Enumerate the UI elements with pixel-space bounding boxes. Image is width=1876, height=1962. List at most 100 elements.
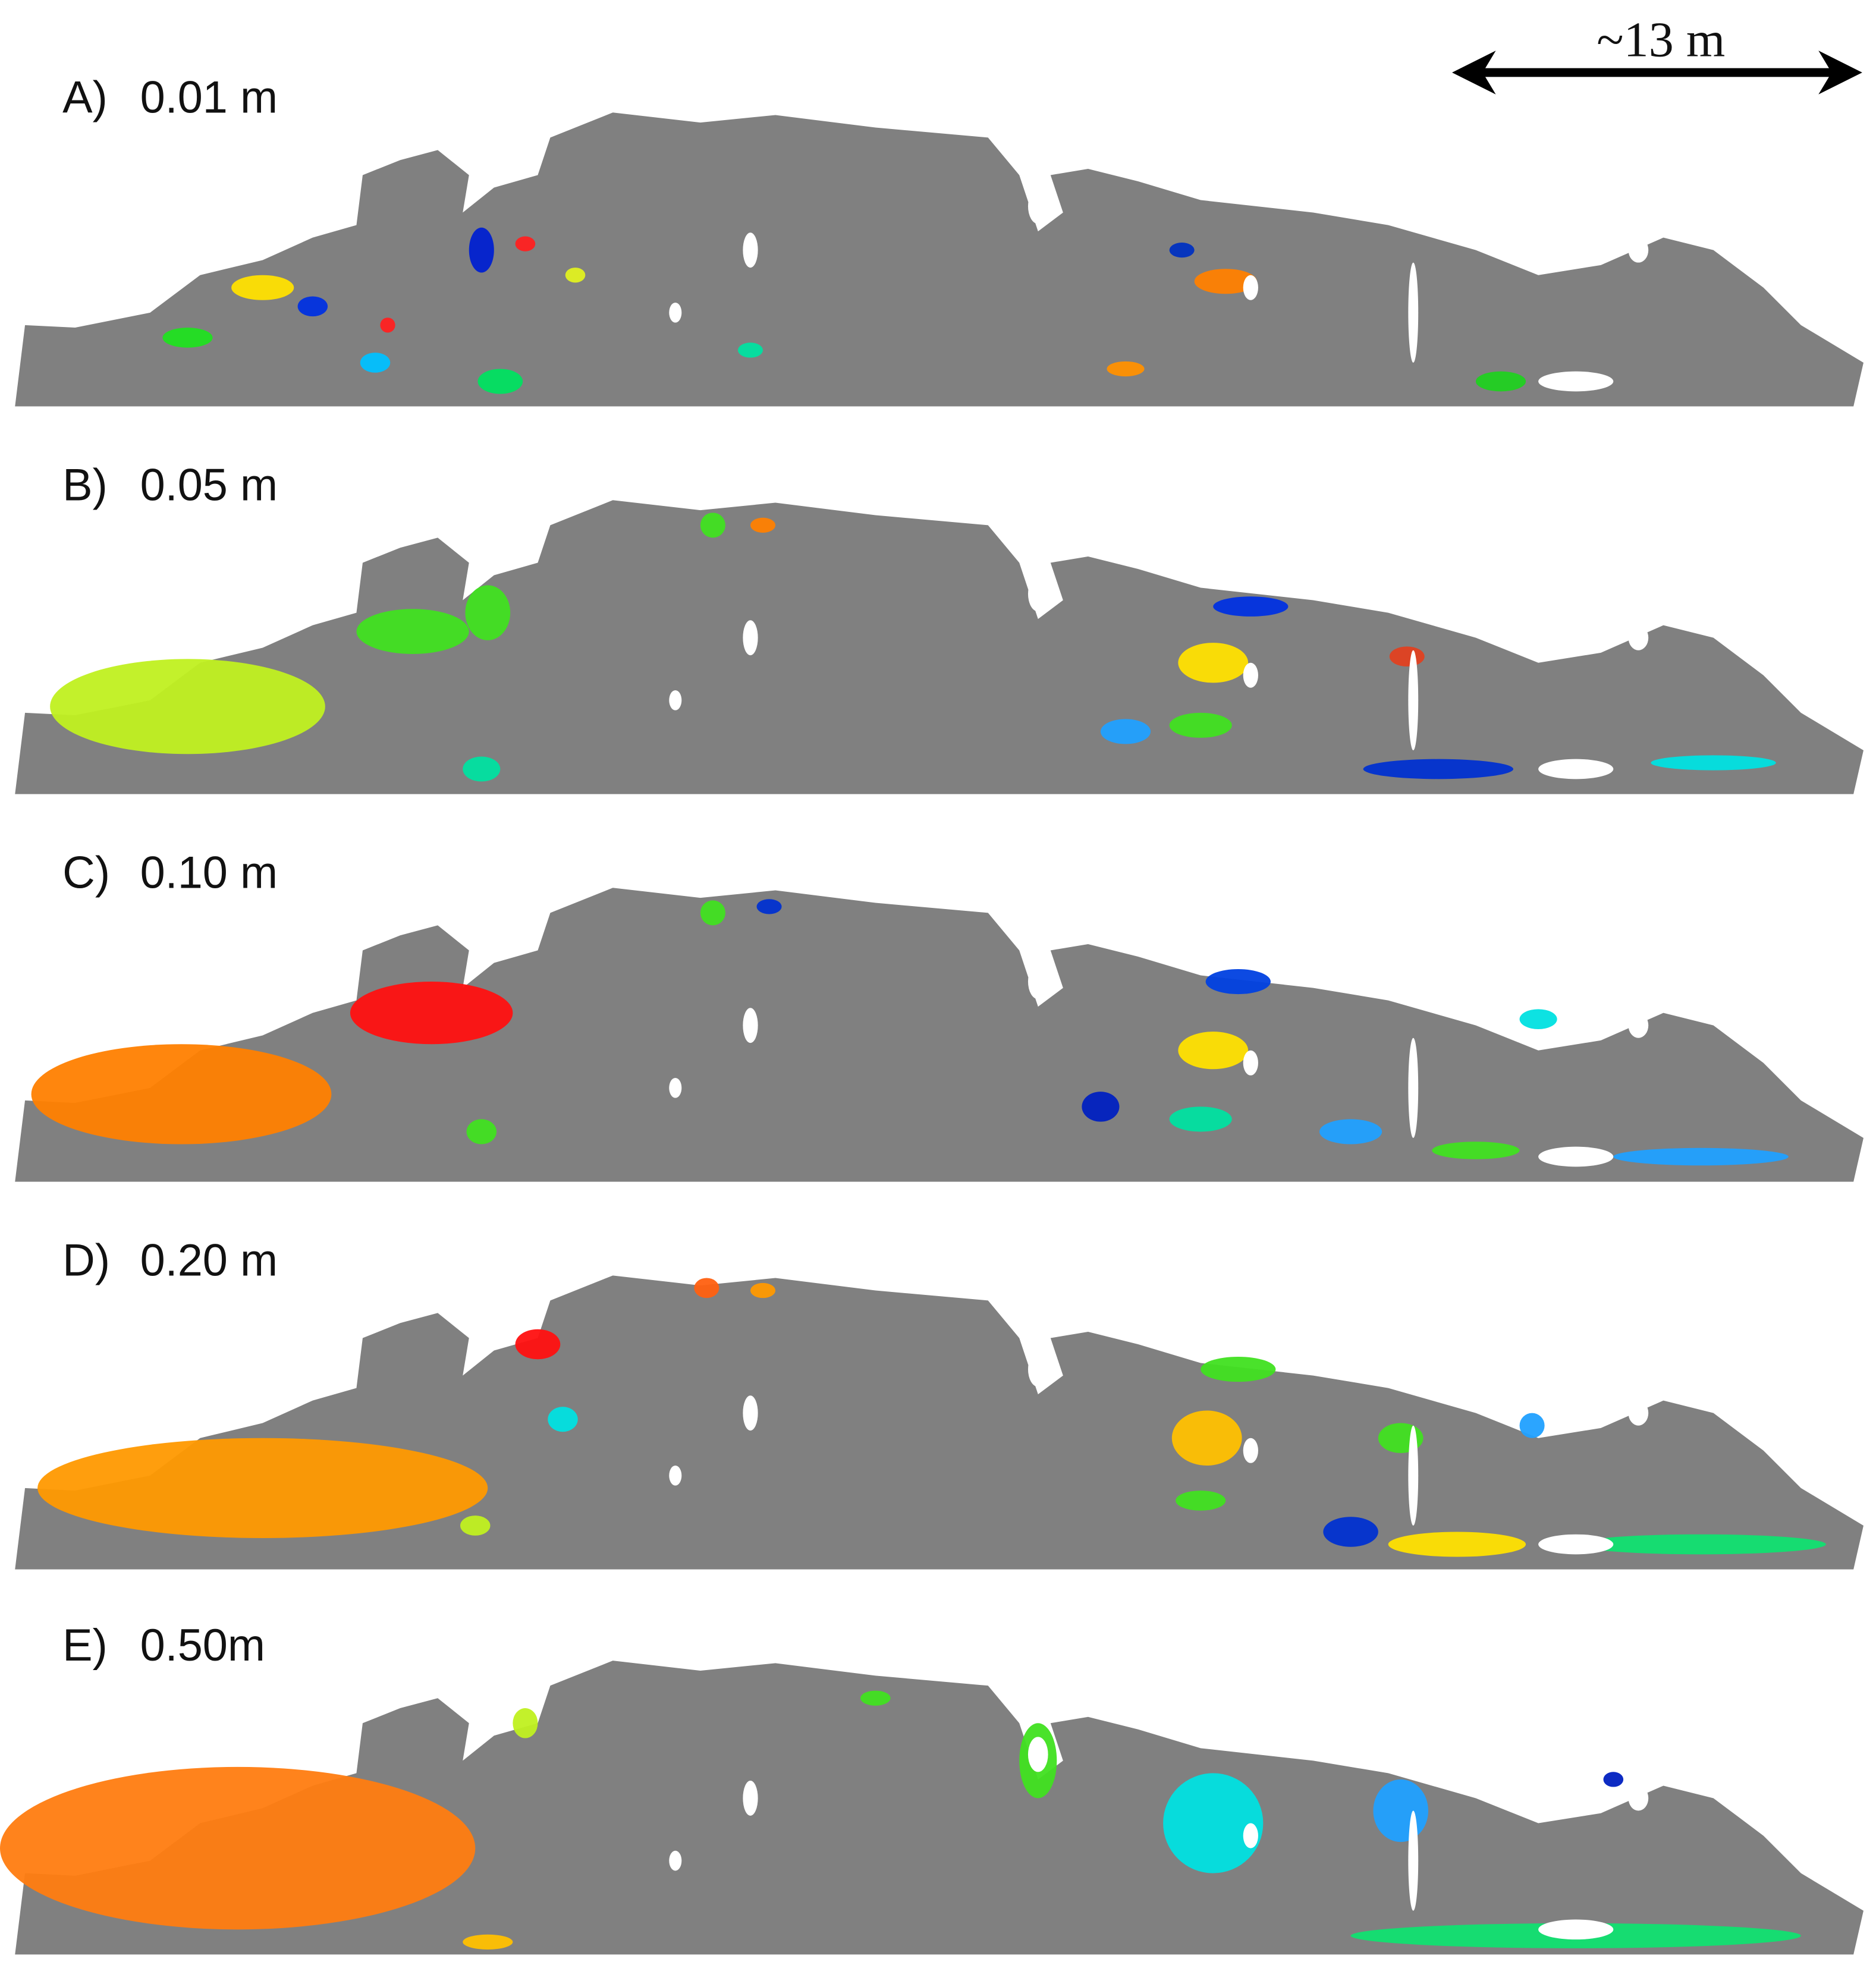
point-cloud — [15, 888, 1864, 1182]
segment — [1363, 759, 1514, 779]
segment — [1171, 1410, 1242, 1466]
gap — [1408, 1810, 1419, 1911]
segment — [1107, 361, 1145, 377]
segment — [1178, 1032, 1249, 1070]
outcrop — [15, 888, 1864, 1182]
panel-resolution: 0.01 m — [140, 72, 278, 122]
segment — [1178, 643, 1249, 683]
gap — [1628, 237, 1649, 263]
segment — [380, 317, 395, 333]
segment — [565, 268, 586, 283]
gap — [1027, 964, 1048, 999]
gap — [1027, 188, 1048, 224]
gap — [743, 232, 758, 268]
panel-letter: B) — [62, 460, 108, 510]
point-cloud — [15, 112, 1864, 407]
gap — [743, 1395, 758, 1431]
point-cloud — [15, 1275, 1864, 1570]
panel: C) 0.10 m — [15, 847, 1864, 1182]
segment — [350, 982, 513, 1045]
gap — [1243, 662, 1258, 688]
segment — [1432, 1142, 1520, 1159]
gap — [1628, 1785, 1649, 1811]
segment — [1651, 755, 1776, 771]
gap — [1538, 1146, 1614, 1167]
gap — [1628, 1400, 1649, 1426]
segment — [466, 1119, 497, 1144]
segment — [1319, 1119, 1382, 1144]
segment — [297, 296, 328, 317]
gap — [1628, 625, 1649, 650]
gap — [669, 1078, 682, 1098]
gap — [1408, 262, 1419, 363]
segment — [700, 512, 725, 538]
segment — [231, 275, 294, 300]
segment — [0, 1766, 476, 1930]
panel-letter: D) — [62, 1235, 110, 1285]
segment — [1603, 1772, 1624, 1787]
segment — [1475, 371, 1526, 392]
segment — [1169, 1106, 1232, 1132]
segment — [1201, 1357, 1276, 1382]
gap — [1243, 1050, 1258, 1076]
gap — [1243, 275, 1258, 300]
gap — [1027, 1737, 1048, 1772]
segment — [460, 1515, 491, 1536]
segment — [162, 328, 213, 348]
segment — [860, 1690, 891, 1706]
segment — [360, 353, 391, 373]
segment — [469, 227, 494, 273]
segment — [1388, 1532, 1526, 1557]
gap — [1628, 1013, 1649, 1038]
gap — [1243, 1438, 1258, 1463]
panel-resolution: 0.50m — [140, 1620, 265, 1671]
gap — [743, 1008, 758, 1043]
segment — [463, 756, 501, 782]
outcrop — [15, 500, 1864, 794]
segment — [1082, 1092, 1120, 1122]
segment — [694, 1278, 719, 1298]
gap — [669, 302, 682, 323]
segment — [356, 609, 469, 654]
panel-resolution: 0.20 m — [140, 1235, 278, 1285]
panel-resolution: 0.05 m — [140, 460, 278, 510]
panel-resolution: 0.10 m — [140, 847, 278, 898]
scale-label: ~13 m — [1597, 12, 1725, 68]
segment — [1519, 1009, 1557, 1029]
segment — [750, 1282, 776, 1298]
segment — [1205, 969, 1271, 995]
segment — [515, 236, 536, 251]
panels: A) 0.01 m B) 0.05 m C) 0.10 m D) 0.20 m E) 0.50m — [0, 72, 1864, 1955]
panel: A) 0.01 m — [15, 72, 1864, 407]
segment — [1519, 1413, 1545, 1438]
segment — [1213, 596, 1289, 617]
segment — [548, 1407, 578, 1432]
segment — [31, 1044, 332, 1144]
gap — [743, 620, 758, 656]
segment — [477, 369, 523, 394]
outcrop — [15, 112, 1864, 407]
segment — [700, 900, 725, 926]
segment — [1373, 1779, 1429, 1842]
gap — [1538, 371, 1614, 392]
segment — [513, 1708, 538, 1738]
segment — [515, 1329, 561, 1360]
panel-letter: E) — [62, 1620, 108, 1671]
segment — [1100, 719, 1151, 744]
point-cloud — [0, 1661, 1864, 1955]
gap — [743, 1781, 758, 1816]
gap — [669, 690, 682, 710]
panel: D) 0.20 m — [15, 1235, 1864, 1570]
gap — [1538, 1919, 1614, 1940]
gap — [1538, 1534, 1614, 1555]
panel: E) 0.50m — [0, 1620, 1864, 1955]
segment — [1169, 243, 1195, 258]
outcrop — [15, 1661, 1864, 1955]
segment — [1163, 1773, 1264, 1873]
segment — [1176, 1491, 1226, 1511]
segment — [37, 1438, 488, 1538]
segment — [1576, 1534, 1826, 1555]
gap — [1538, 759, 1614, 779]
